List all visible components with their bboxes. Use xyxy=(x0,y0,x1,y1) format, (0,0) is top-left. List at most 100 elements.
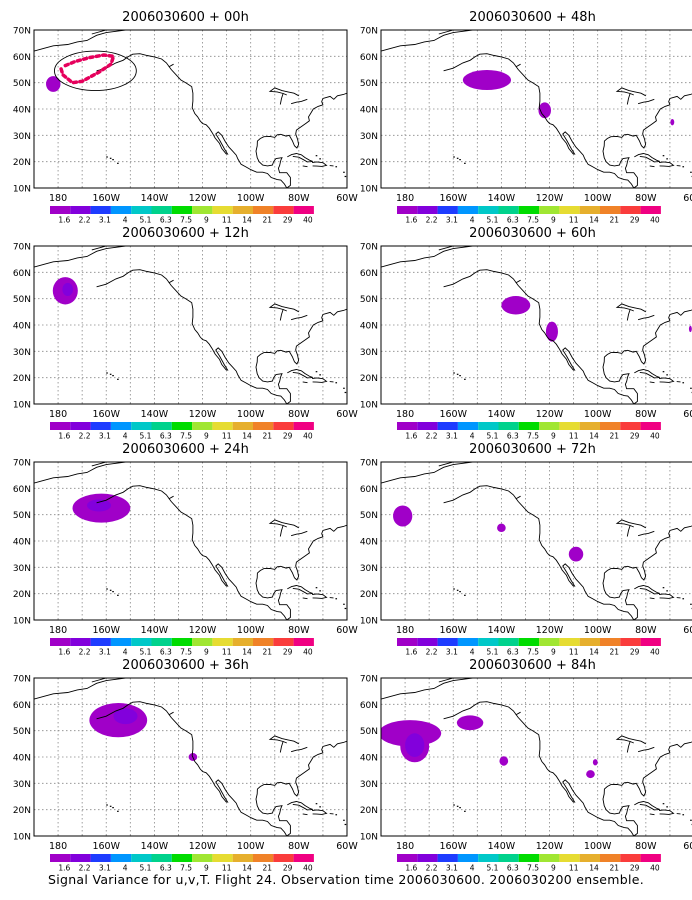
colorbar-swatch xyxy=(151,422,172,430)
colorbar-swatch xyxy=(518,854,540,862)
coastline xyxy=(312,161,328,167)
colorbar-swatch xyxy=(171,638,193,646)
coastline xyxy=(602,525,692,620)
coastline xyxy=(290,98,308,105)
y-tick-label: 20N xyxy=(360,158,378,168)
colorbar-level-label: 11 xyxy=(222,216,232,225)
island xyxy=(319,374,321,376)
colorbar-level-label: 6.3 xyxy=(507,216,519,225)
colorbar-swatch xyxy=(90,206,111,214)
colorbar-level-label: 29 xyxy=(630,864,640,873)
colorbar-swatch xyxy=(579,638,600,646)
coastline xyxy=(290,314,308,321)
colorbar-swatch xyxy=(437,638,458,646)
y-tick-label: 50N xyxy=(360,295,378,305)
plot-frame xyxy=(33,245,348,405)
colorbar-swatch xyxy=(417,206,438,214)
island xyxy=(315,587,318,589)
colorbar-swatch xyxy=(559,854,580,862)
colorbar-level-label: 5.1 xyxy=(487,864,499,873)
x-tick-label: 80W xyxy=(635,841,657,852)
colorbar-level-label: 6.3 xyxy=(160,432,172,441)
island xyxy=(690,819,692,821)
colorbar-level-label: 40 xyxy=(303,864,313,873)
y-tick-label: 30N xyxy=(13,780,31,790)
island xyxy=(106,588,108,590)
y-tick-label: 60N xyxy=(360,269,378,279)
colorbar-swatch xyxy=(212,854,233,862)
x-tick-label: 60W xyxy=(336,841,358,852)
x-tick-label: 120W xyxy=(189,841,217,852)
colorbar-level-label: 29 xyxy=(283,216,293,225)
colorbar-swatch xyxy=(50,638,71,646)
colorbar-swatch xyxy=(171,422,193,430)
y-tick-label: 20N xyxy=(13,590,31,600)
coastline xyxy=(515,711,521,716)
colorbar-swatch xyxy=(273,638,294,646)
coastline xyxy=(268,303,300,313)
coastlines xyxy=(381,462,692,620)
colorbar-level-label: 4 xyxy=(470,864,475,873)
colorbar-level-label: 11 xyxy=(222,648,232,657)
x-tick-label: 160W xyxy=(92,409,120,420)
x-tick-label: 180 xyxy=(49,841,67,852)
colorbar-level-label: 9 xyxy=(551,864,556,873)
colorbar-level-label: 11 xyxy=(222,864,232,873)
colorbar-level-label: 11 xyxy=(222,432,232,441)
coastline xyxy=(96,269,288,404)
colorbar-swatch xyxy=(620,854,641,862)
colorbar-level-label: 3.1 xyxy=(446,216,458,225)
coastline xyxy=(626,741,631,753)
coastline xyxy=(312,377,328,383)
colorbar-level-label: 9 xyxy=(551,432,556,441)
x-tick-label: 60W xyxy=(336,409,358,420)
colorbar-swatch xyxy=(50,206,71,214)
colorbar-swatch xyxy=(232,206,253,214)
colorbar-level-label: 7.5 xyxy=(527,216,539,225)
colorbar: 1.6 2.2 3.1 4 5.1 6.3 7.5 9 11 14 21 29 40 xyxy=(397,638,661,657)
colorbar-level-label: 40 xyxy=(650,432,660,441)
plot-frame xyxy=(33,29,348,189)
coastline xyxy=(34,678,126,700)
map-panel: 2006030600 + 36h 10N 20N 30N 40N 50N 60N 70N 180… xyxy=(13,658,359,873)
y-tick-label: 40N xyxy=(13,754,31,764)
colorbar-level-label: 2.2 xyxy=(426,216,438,225)
coastline xyxy=(634,369,660,379)
colorbar-swatch xyxy=(232,422,253,430)
coastline xyxy=(381,462,473,484)
colorbar-swatch xyxy=(518,206,540,214)
x-tick-label: 160W xyxy=(92,625,120,636)
coastlines xyxy=(34,246,347,404)
signal-variance-region xyxy=(538,102,551,119)
x-tick-label: 80W xyxy=(288,409,310,420)
coastlines xyxy=(381,30,692,188)
y-tick-label: 10N xyxy=(13,401,31,411)
coastline xyxy=(634,585,660,595)
panel-title: 2006030600 + 12h xyxy=(122,226,249,241)
island xyxy=(335,166,338,168)
coastline xyxy=(91,30,107,35)
colorbar-swatch xyxy=(90,638,111,646)
map-panel: 2006030600 + 48h 10N 20N 30N 40N 50N 60N 70N 180… xyxy=(360,10,692,225)
colorbar-swatch xyxy=(192,638,213,646)
y-tick-label: 50N xyxy=(13,295,31,305)
colorbar-level-label: 29 xyxy=(283,648,293,657)
plot-frame xyxy=(380,29,692,189)
colorbar-level-label: 5.1 xyxy=(140,432,152,441)
coastline xyxy=(168,495,174,500)
y-tick-label: 50N xyxy=(360,511,378,521)
map-panel: 2006030600 + 12h 10N 20N 30N 40N 50N 60N 70N 180… xyxy=(13,226,359,441)
colorbar: 1.6 2.2 3.1 4 5.1 6.3 7.5 9 11 14 21 29 40 xyxy=(50,854,314,873)
island xyxy=(315,155,318,157)
coastline xyxy=(443,269,635,404)
coastline xyxy=(302,381,308,384)
y-tick-label: 30N xyxy=(360,780,378,790)
coastline xyxy=(287,369,313,379)
colorbar-swatch xyxy=(620,206,641,214)
coastline xyxy=(279,93,284,105)
coastlines xyxy=(34,678,347,836)
coastline xyxy=(302,165,308,168)
colorbar-level-label: 2.2 xyxy=(79,648,91,657)
colorbar-swatch xyxy=(417,638,438,646)
